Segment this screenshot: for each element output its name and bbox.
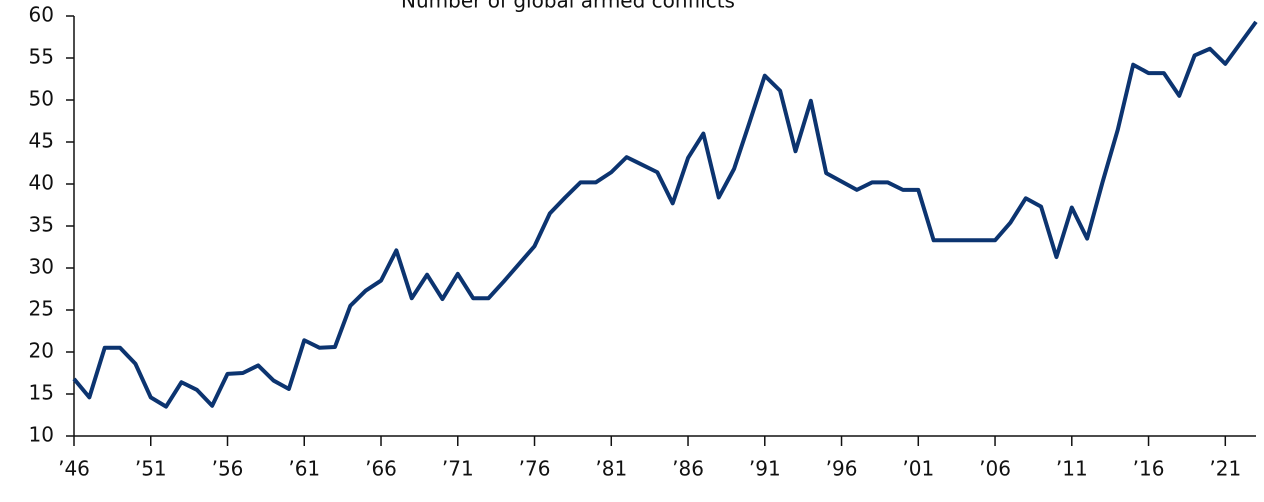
x-tick-label: ’66 — [365, 457, 397, 481]
x-tick-label: ’81 — [595, 457, 627, 481]
x-tick-label: ’76 — [519, 457, 551, 481]
x-tick-label: ’91 — [749, 457, 781, 481]
chart-title: Number of global armed conflicts — [401, 0, 735, 13]
y-tick-label: 25 — [29, 297, 54, 321]
y-tick-label: 20 — [29, 339, 54, 363]
x-tick-label: ’16 — [1133, 457, 1165, 481]
line-series — [72, 20, 1258, 409]
x-tick-label: ’21 — [1209, 457, 1241, 481]
x-tick-label: ’01 — [902, 457, 934, 481]
y-tick-label: 35 — [29, 213, 54, 237]
y-tick-label: 40 — [29, 171, 54, 195]
x-tick-label: ’56 — [212, 457, 244, 481]
y-tick-label: 60 — [29, 3, 54, 27]
y-tick-label: 30 — [29, 255, 54, 279]
x-tick-label: ’11 — [1056, 457, 1088, 481]
y-tick-label: 45 — [29, 129, 54, 153]
x-tick-label: ’86 — [672, 457, 704, 481]
x-tick-label: ’71 — [442, 457, 474, 481]
y-tick-label: 15 — [29, 381, 54, 405]
y-tick-label: 10 — [29, 423, 54, 447]
x-tick-label: ’46 — [58, 457, 90, 481]
y-tick-label: 55 — [29, 45, 54, 69]
x-tick-label: ’61 — [288, 457, 320, 481]
x-tick-label: ’96 — [826, 457, 858, 481]
x-tick-label: ’51 — [135, 457, 167, 481]
y-tick-label: 50 — [29, 87, 54, 111]
x-tick-label: ’06 — [979, 457, 1011, 481]
